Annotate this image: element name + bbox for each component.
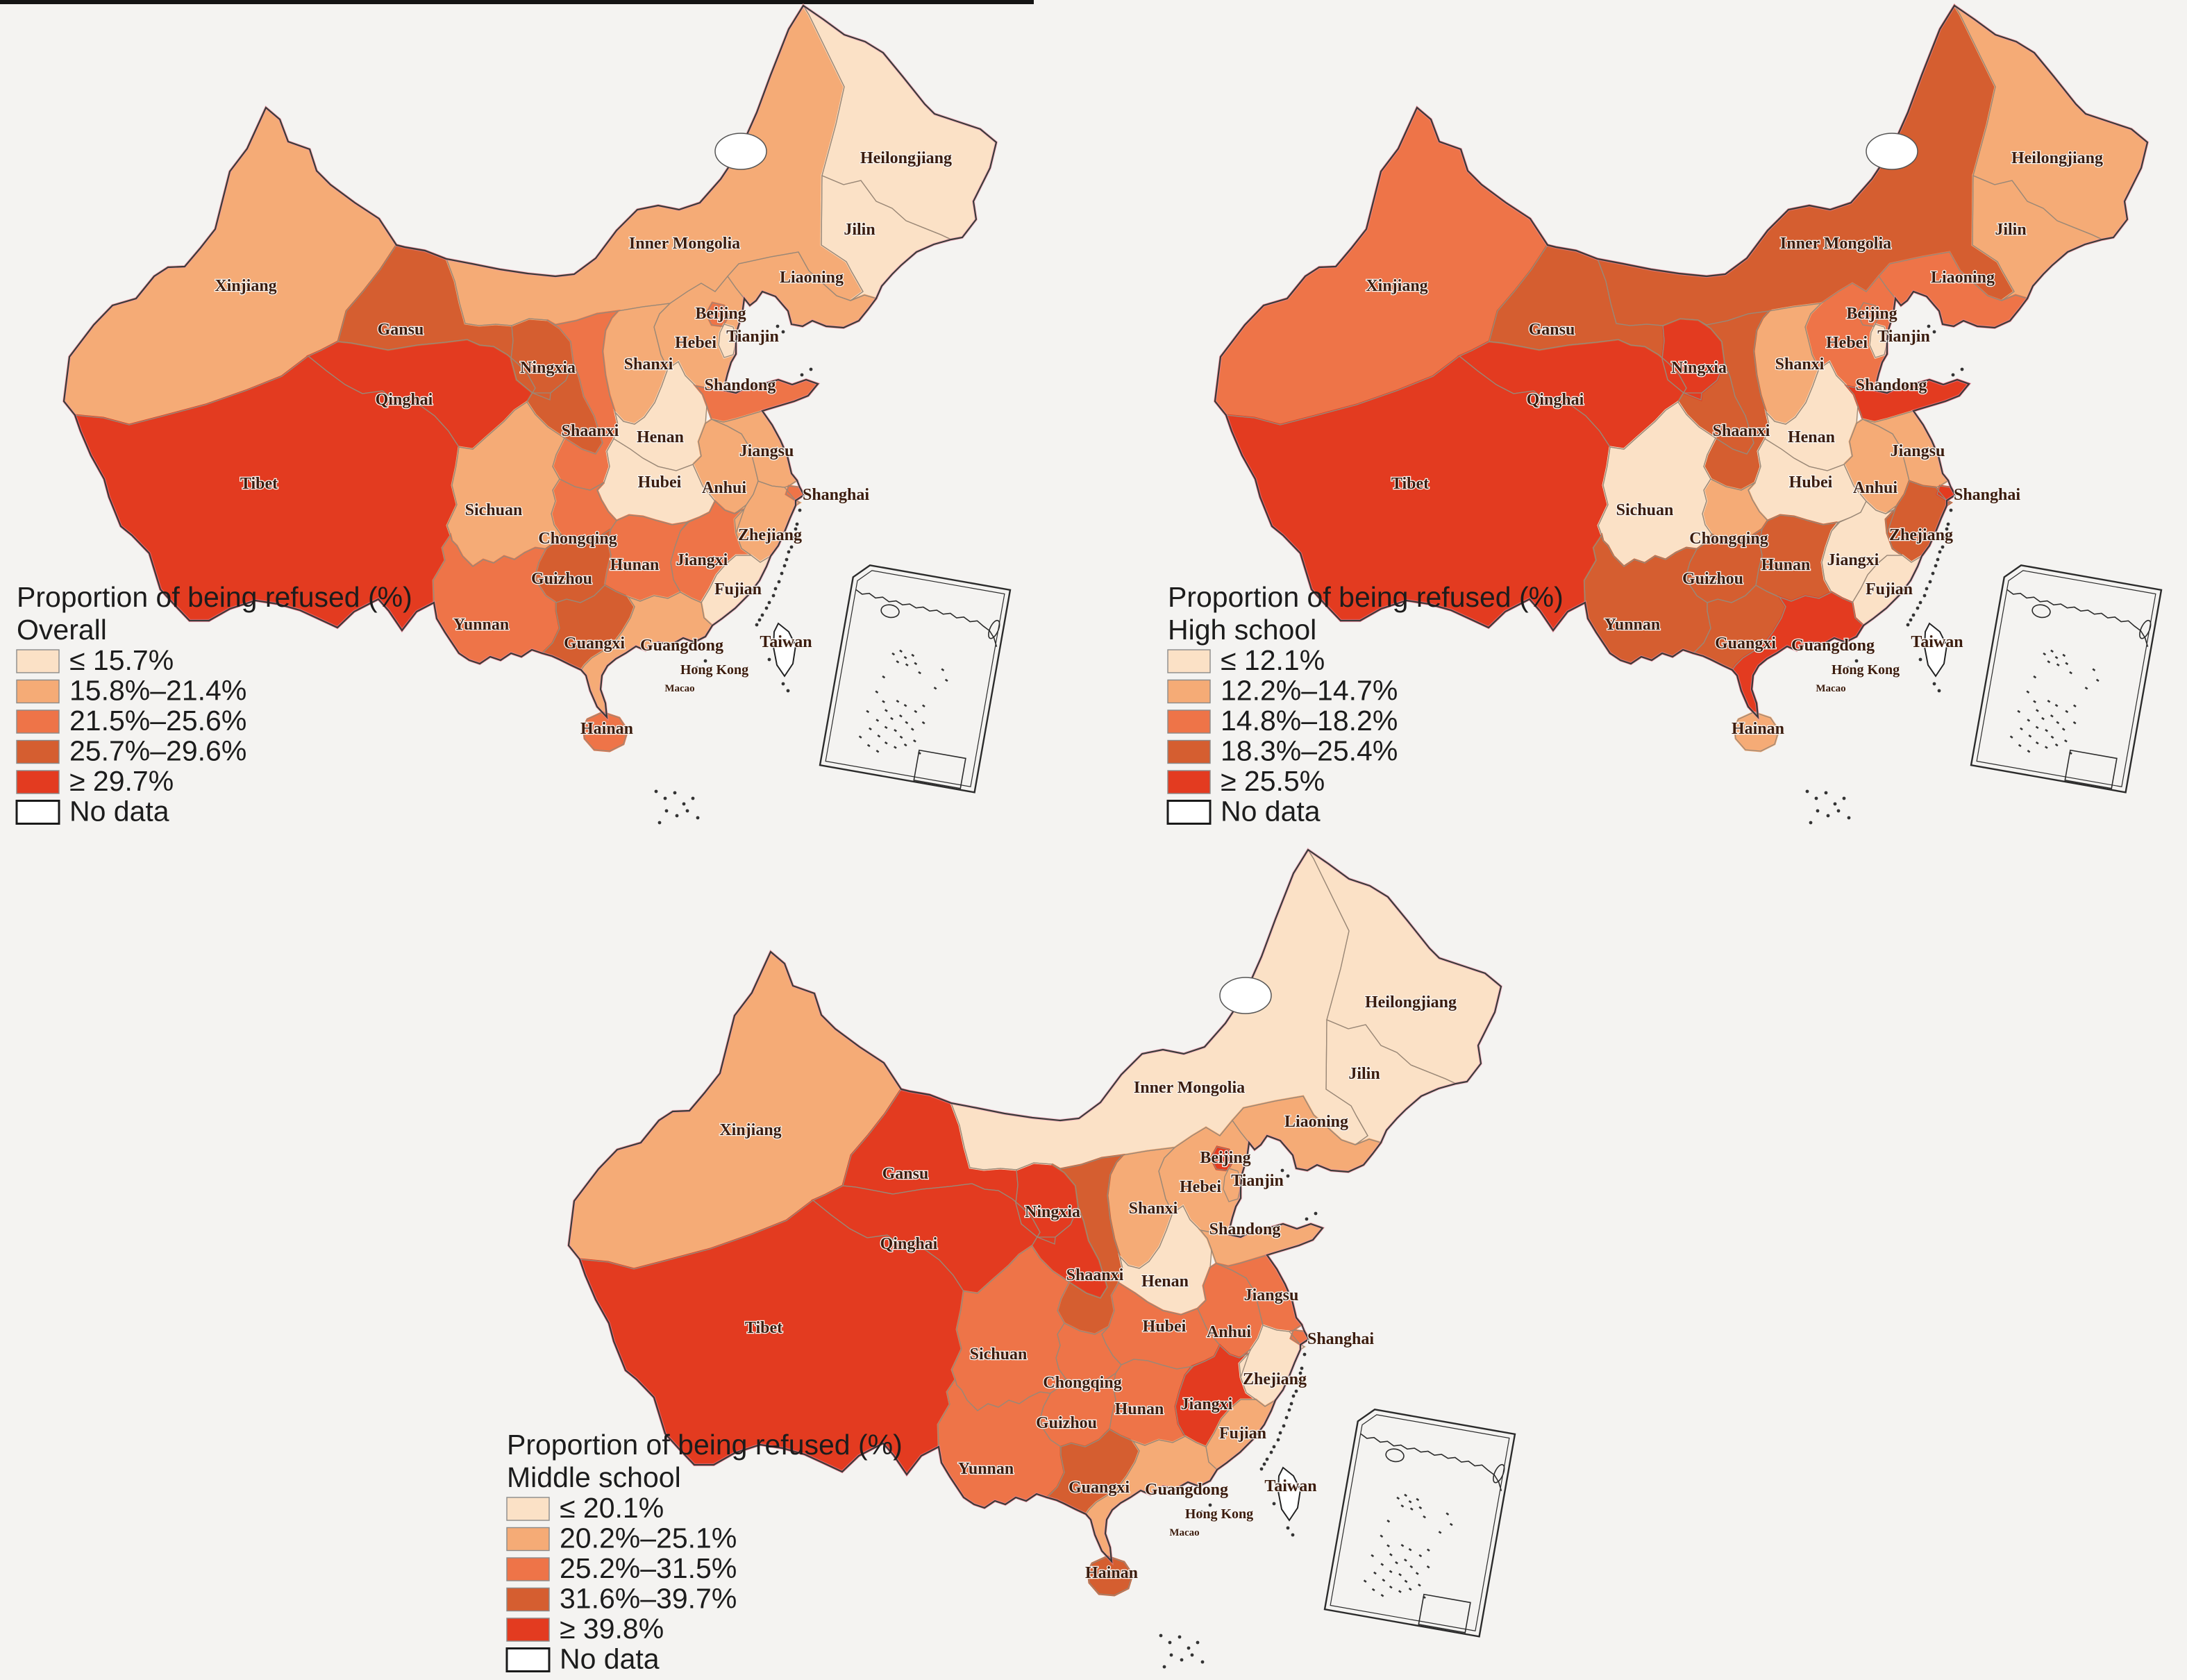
svg-text:Proportion of being refused (%: Proportion of being refused (%): [1168, 581, 1564, 613]
svg-text:25.7%–29.6%: 25.7%–29.6%: [69, 735, 246, 767]
svg-text:≤ 12.1%: ≤ 12.1%: [1221, 644, 1325, 676]
svg-text:31.6%–39.7%: 31.6%–39.7%: [560, 1583, 737, 1615]
svg-text:No data: No data: [1221, 796, 1321, 828]
svg-text:20.2%–25.1%: 20.2%–25.1%: [560, 1522, 737, 1554]
svg-text:15.8%–21.4%: 15.8%–21.4%: [69, 675, 246, 707]
svg-text:Overall: Overall: [17, 614, 107, 646]
svg-text:No data: No data: [69, 796, 169, 828]
svg-text:Middle school: Middle school: [507, 1461, 681, 1493]
svg-text:High school: High school: [1168, 614, 1316, 646]
svg-text:12.2%–14.7%: 12.2%–14.7%: [1221, 675, 1398, 707]
svg-text:≥ 25.5%: ≥ 25.5%: [1221, 765, 1325, 797]
svg-text:≤ 15.7%: ≤ 15.7%: [69, 644, 174, 676]
svg-text:No data: No data: [560, 1643, 660, 1675]
svg-text:Proportion of being refused (%: Proportion of being refused (%): [507, 1429, 903, 1461]
svg-text:21.5%–25.6%: 21.5%–25.6%: [69, 705, 246, 737]
svg-text:25.2%–31.5%: 25.2%–31.5%: [560, 1552, 737, 1584]
svg-text:≥ 39.8%: ≥ 39.8%: [560, 1613, 664, 1645]
svg-text:18.3%–25.4%: 18.3%–25.4%: [1221, 735, 1398, 767]
svg-text:14.8%–18.2%: 14.8%–18.2%: [1221, 705, 1398, 737]
svg-text:≥ 29.7%: ≥ 29.7%: [69, 765, 174, 797]
svg-text:≤ 20.1%: ≤ 20.1%: [560, 1492, 664, 1524]
svg-text:Proportion of being refused (%: Proportion of being refused (%): [17, 581, 412, 613]
